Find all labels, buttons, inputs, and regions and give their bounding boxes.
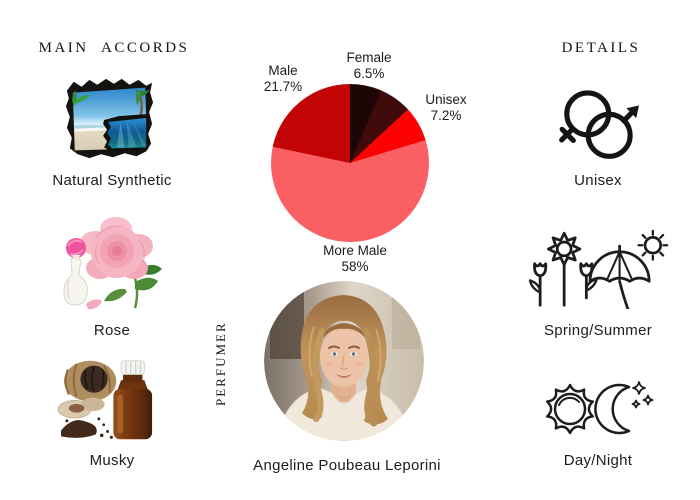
pie-label-unisex-pct: 7.2% xyxy=(430,107,462,123)
woman-portrait-photo xyxy=(264,281,424,441)
beach-torn-paper-photo xyxy=(65,78,154,159)
accord-label-musky: Musky xyxy=(89,452,135,469)
pie-label-more-male-name: More Male xyxy=(323,243,387,258)
pie-label-female-pct: 6.5% xyxy=(353,65,385,81)
pie-label-male-name: Male xyxy=(268,63,298,78)
pie-label-female-name: Female xyxy=(346,50,392,65)
pie-label-unisex-name: Unisex xyxy=(425,92,467,107)
musk-pod-amber-bottle-photo xyxy=(57,360,153,440)
detail-label-unisex: Unisex xyxy=(574,172,622,189)
detail-label-spring-summer: Spring/Summer xyxy=(543,322,653,339)
gender-pie-chart xyxy=(271,84,429,242)
detail-icon-day-night xyxy=(542,374,654,442)
sun-and-crescent-moon-icon xyxy=(545,381,654,435)
detail-icon-unisex xyxy=(548,85,648,167)
pie-label-more-male-pct: 58% xyxy=(341,258,369,274)
perfumer-vertical-heading: PERFUMER xyxy=(213,321,228,407)
accord-image-natural-synthetic xyxy=(60,73,158,166)
accord-image-rose xyxy=(55,212,170,314)
details-heading: DETAILS xyxy=(561,40,641,56)
accord-label-natural-synthetic: Natural Synthetic xyxy=(52,172,172,189)
pie-label-more-male: More Male 58% xyxy=(323,243,387,275)
detail-label-day-night: Day/Night xyxy=(563,452,633,469)
interlocked-male-female-symbols-icon xyxy=(559,90,639,159)
pink-rose-vase-photo xyxy=(63,217,162,310)
perfumer-photo xyxy=(264,281,424,441)
perfumer-name: Angeline Poubeau Leporini xyxy=(253,457,441,474)
accord-label-rose: Rose xyxy=(93,322,131,339)
detail-icon-spring-summer xyxy=(524,224,669,309)
pie-label-female: Female 6.5% xyxy=(346,50,391,82)
accord-image-musky xyxy=(53,354,165,446)
pie-label-unisex: Unisex 7.2% xyxy=(425,92,466,124)
main-accords-heading: MAIN ACCORDS xyxy=(38,40,190,56)
pie-label-male: Male 21.7% xyxy=(264,63,302,95)
flowers-umbrella-sun-icon xyxy=(528,229,669,309)
pie-label-male-pct: 21.7% xyxy=(263,78,303,94)
